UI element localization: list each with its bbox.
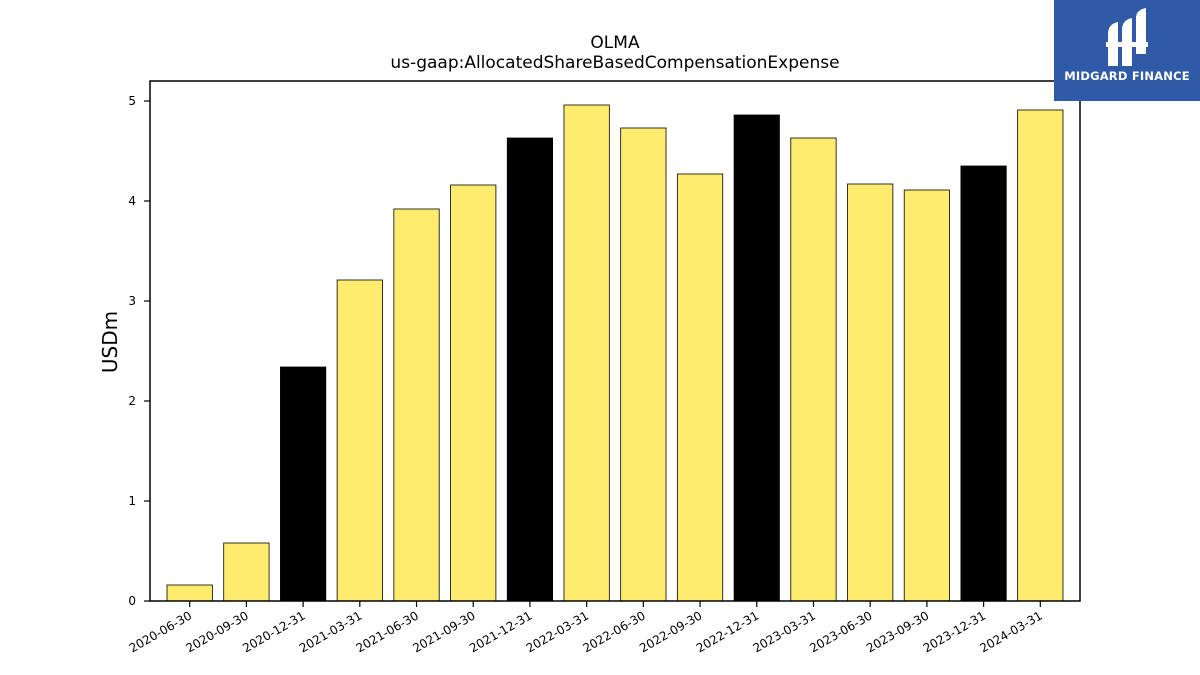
bar-2024-03-31 — [1017, 109, 1064, 602]
logo-mark-icon — [1106, 8, 1148, 66]
x-tick-label: 2021-03-31 — [297, 608, 364, 655]
y-tick-label: 2 — [128, 394, 136, 408]
y-ticks: 0 1 2 3 4 5 — [128, 94, 150, 608]
logo-text: MIDGARD FINANCE — [1064, 69, 1190, 83]
x-tick-label: 2020-12-31 — [240, 608, 307, 655]
plot-frame — [149, 80, 1081, 602]
bar-2022-03-31 — [563, 104, 610, 602]
y-axis-label: USDm — [98, 311, 122, 373]
bar-2020-06-30 — [166, 584, 213, 602]
chart-subtitle: us-gaap:AllocatedShareBasedCompensationE… — [390, 53, 839, 73]
y-tick-label: 4 — [128, 194, 136, 208]
bar-2022-12-31 — [733, 114, 780, 602]
x-tick-label: 2023-06-30 — [807, 608, 874, 655]
x-tick-label: 2023-09-30 — [864, 608, 931, 655]
bar-2021-06-30 — [393, 208, 440, 602]
x-tick-label: 2021-12-31 — [467, 608, 534, 655]
x-tick-label: 2022-12-31 — [694, 608, 761, 655]
y-tick-label: 1 — [128, 494, 136, 508]
x-tick-label: 2022-09-30 — [637, 608, 704, 655]
x-tick-label: 2021-06-30 — [354, 608, 421, 655]
x-tick-label: 2024-03-31 — [977, 608, 1044, 655]
bar-2021-09-30 — [450, 184, 497, 602]
bar-2021-03-31 — [336, 279, 383, 602]
bar-2021-12-31 — [506, 137, 554, 602]
bar-2023-12-31 — [960, 165, 1007, 602]
midgard-finance-logo: MIDGARD FINANCE — [1054, 0, 1200, 101]
bar-2020-12-31 — [280, 366, 327, 602]
bar-2023-06-30 — [847, 183, 894, 602]
bar-2020-09-30 — [223, 542, 270, 602]
x-ticks: 2020-06-302020-09-302020-12-312021-03-31… — [127, 601, 1045, 655]
x-tick-label: 2023-12-31 — [921, 608, 988, 655]
y-tick-label: 0 — [128, 594, 136, 608]
bar-2022-06-30 — [620, 127, 667, 602]
x-tick-label: 2020-09-30 — [183, 608, 250, 655]
bars-group — [166, 104, 1064, 602]
y-tick-label: 5 — [128, 94, 136, 108]
bar-2022-09-30 — [676, 173, 724, 602]
x-tick-label: 2023-03-31 — [751, 608, 818, 655]
x-tick-label: 2022-06-30 — [580, 608, 647, 655]
chart-title: OLMA — [590, 33, 640, 53]
bar-2023-03-31 — [790, 137, 837, 602]
bar-2023-09-30 — [903, 189, 950, 602]
x-tick-label: 2022-03-31 — [524, 608, 591, 655]
x-tick-label: 2021-09-30 — [410, 608, 477, 655]
x-tick-label: 2020-06-30 — [127, 608, 194, 655]
y-tick-label: 3 — [128, 294, 136, 308]
